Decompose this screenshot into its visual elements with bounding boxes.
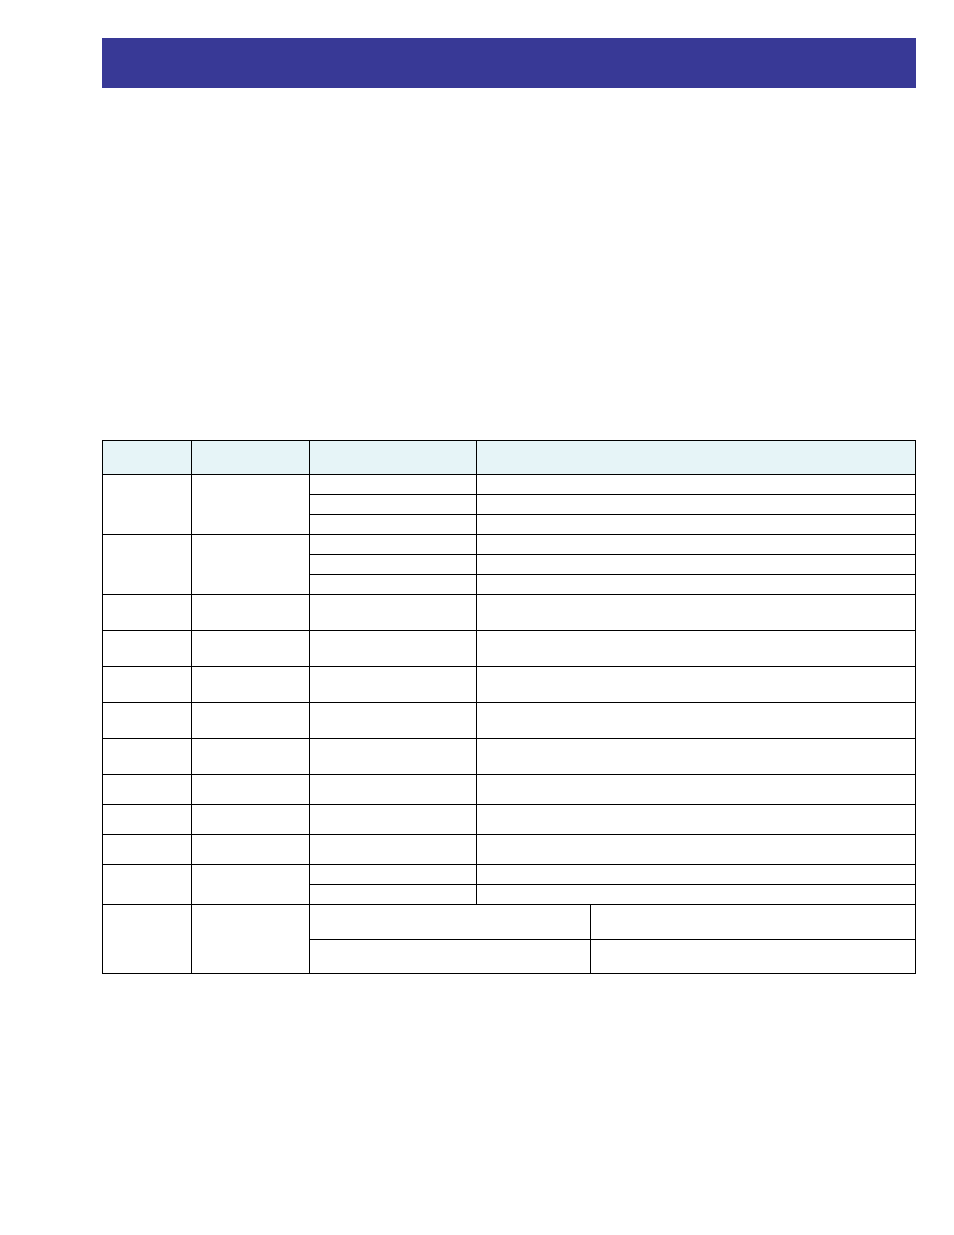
- cell: [192, 631, 310, 667]
- cell: [103, 739, 192, 775]
- cell: [476, 885, 915, 905]
- header-bar: [102, 38, 916, 88]
- cell: [310, 885, 477, 905]
- cell: [476, 703, 915, 739]
- col-header-1: [103, 441, 192, 475]
- cell: [310, 775, 477, 805]
- cell: [476, 667, 915, 703]
- table-container: [102, 440, 916, 974]
- cell: [192, 535, 310, 595]
- cell: [103, 667, 192, 703]
- table-row: [103, 595, 916, 631]
- cell: [310, 555, 477, 575]
- cell: [103, 475, 192, 535]
- cell: [310, 939, 590, 973]
- cell: [192, 667, 310, 703]
- cell: [103, 805, 192, 835]
- cell: [590, 905, 915, 939]
- cell: [310, 631, 477, 667]
- data-table: [102, 440, 916, 905]
- cell: [476, 631, 915, 667]
- cell: [476, 555, 915, 575]
- table-row: [103, 805, 916, 835]
- cell: [310, 905, 590, 939]
- cell: [192, 905, 310, 973]
- cell: [103, 703, 192, 739]
- table-header-row: [103, 441, 916, 475]
- cell: [310, 865, 477, 885]
- table-row: [103, 775, 916, 805]
- table-row: [103, 739, 916, 775]
- cell: [192, 475, 310, 535]
- cell: [476, 865, 915, 885]
- cell: [192, 865, 310, 905]
- cell: [310, 515, 477, 535]
- cell: [310, 495, 477, 515]
- document-page: [0, 38, 954, 974]
- cell: [476, 835, 915, 865]
- cell: [310, 535, 477, 555]
- cell: [310, 595, 477, 631]
- cell: [192, 805, 310, 835]
- content-area: [102, 440, 916, 974]
- cell: [476, 775, 915, 805]
- cell: [476, 495, 915, 515]
- table-row: [103, 667, 916, 703]
- cell: [192, 775, 310, 805]
- cell: [103, 905, 192, 973]
- table-row: [103, 703, 916, 739]
- col-header-4: [476, 441, 915, 475]
- cell: [103, 865, 192, 905]
- cell: [192, 739, 310, 775]
- cell: [476, 535, 915, 555]
- cell: [310, 835, 477, 865]
- table-row: [103, 905, 916, 939]
- cell: [476, 805, 915, 835]
- cell: [590, 939, 915, 973]
- table-row: [103, 631, 916, 667]
- cell: [476, 475, 915, 495]
- cell: [476, 575, 915, 595]
- cell: [310, 739, 477, 775]
- cell: [103, 631, 192, 667]
- cell: [310, 575, 477, 595]
- cell: [192, 835, 310, 865]
- cell: [476, 739, 915, 775]
- cell: [103, 775, 192, 805]
- cell: [310, 703, 477, 739]
- table-row: [103, 535, 916, 555]
- cell: [103, 595, 192, 631]
- cell: [103, 535, 192, 595]
- cell: [103, 835, 192, 865]
- col-header-2: [192, 441, 310, 475]
- cell: [310, 805, 477, 835]
- cell: [310, 667, 477, 703]
- table-row: [103, 835, 916, 865]
- col-header-3: [310, 441, 477, 475]
- cell: [192, 703, 310, 739]
- table-row: [103, 475, 916, 495]
- cell: [192, 595, 310, 631]
- cell: [310, 475, 477, 495]
- cell: [476, 515, 915, 535]
- data-table-bottom: [102, 905, 916, 974]
- table-row: [103, 865, 916, 885]
- cell: [476, 595, 915, 631]
